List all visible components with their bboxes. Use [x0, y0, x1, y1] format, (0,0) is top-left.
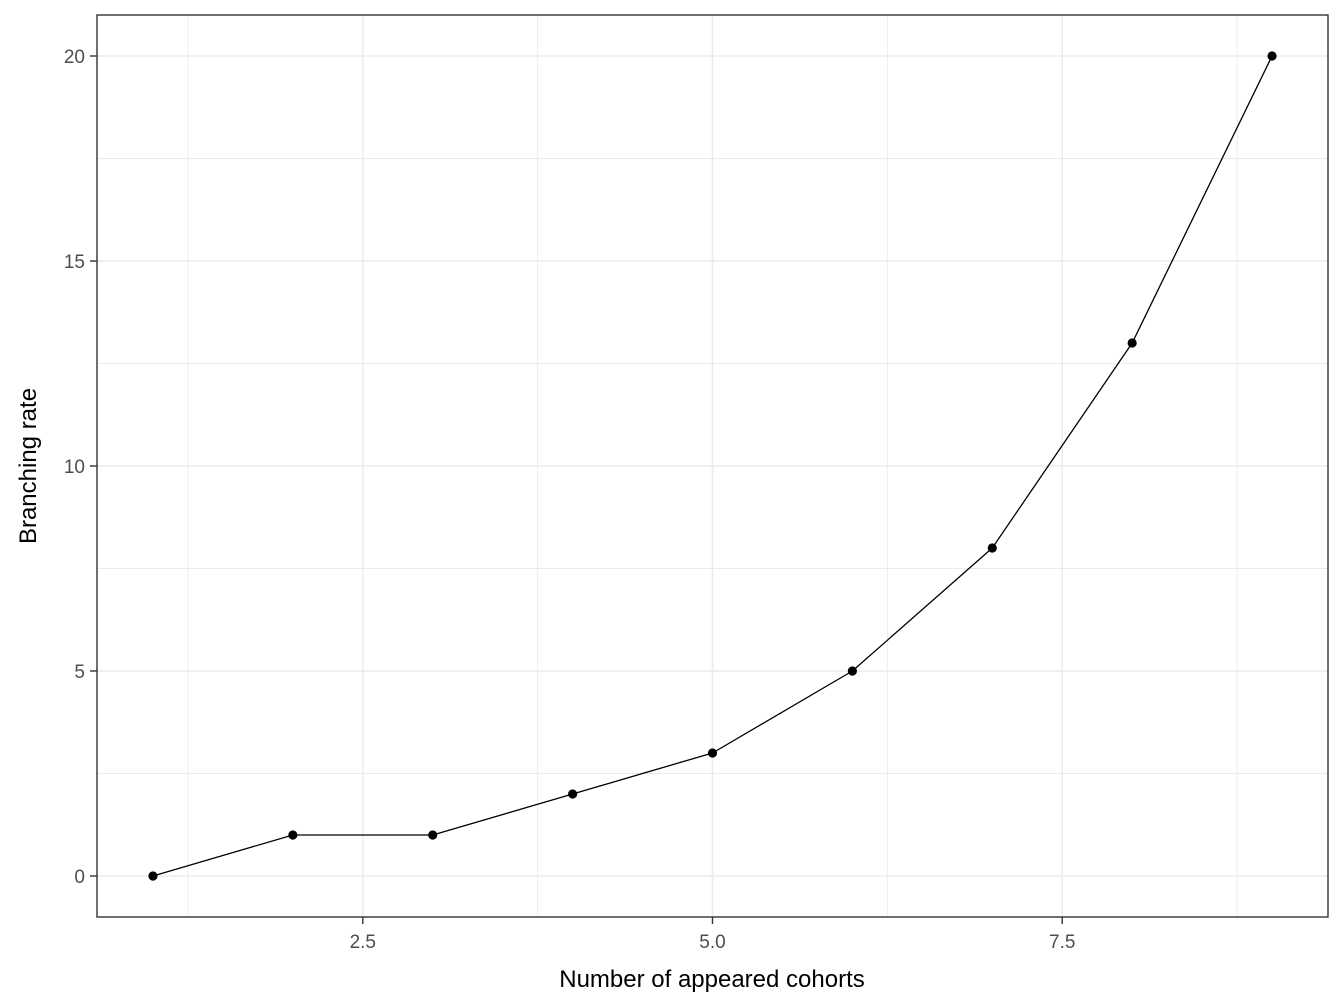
data-point	[1267, 51, 1277, 61]
data-point	[428, 830, 438, 840]
x-axis-title: Number of appeared cohorts	[559, 966, 865, 993]
x-tick-label: 5.0	[699, 932, 725, 953]
data-point	[847, 666, 857, 676]
y-tick-label: 0	[74, 867, 85, 888]
y-axis-title: Branching rate	[15, 388, 42, 544]
data-point	[148, 871, 158, 881]
tick-layer: 2.5 5.0 7.5 0 5 10 15 20	[64, 47, 1076, 953]
y-tick-label: 15	[64, 252, 85, 273]
data-point	[288, 830, 298, 840]
point-layer	[148, 51, 1277, 881]
data-point	[707, 748, 718, 758]
data-point	[1127, 338, 1137, 348]
y-tick-label: 5	[74, 662, 85, 683]
y-tick-label: 10	[64, 457, 85, 478]
data-point	[568, 789, 578, 799]
y-tick-label: 20	[64, 47, 85, 68]
data-point	[987, 543, 997, 553]
grid-layer	[97, 15, 1328, 917]
x-tick-label: 2.5	[350, 932, 376, 953]
x-tick-label: 7.5	[1049, 932, 1075, 953]
